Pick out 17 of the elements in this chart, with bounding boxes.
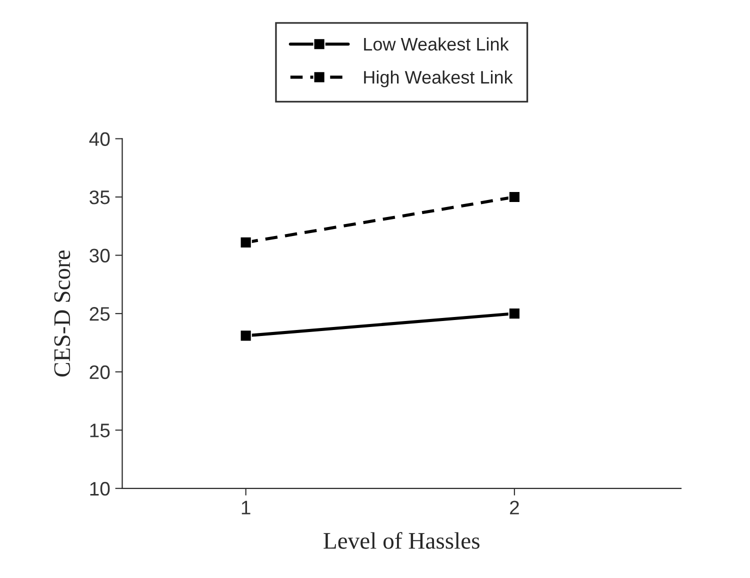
y-tick-label: 15	[90, 424, 110, 438]
point	[508, 307, 521, 320]
legend-label: Low Weakest Link	[364, 37, 509, 51]
x-axis-title: Level of Hassles	[324, 532, 480, 549]
y-tick-label: 40	[89, 132, 110, 146]
point	[240, 330, 252, 342]
y-tick-label: 35	[90, 190, 110, 204]
x-tick-label: 2	[510, 500, 519, 514]
y-axis-title: CES-D Score	[54, 250, 70, 377]
y-tick-label: 20	[90, 365, 110, 380]
y-tick-label: 10	[90, 482, 110, 496]
point	[240, 236, 252, 249]
point	[508, 190, 521, 204]
legend-label: High Weakest Link	[364, 70, 513, 88]
x-tick-label: 1	[242, 500, 250, 514]
y-tick-label: 30	[90, 248, 110, 263]
y-tick-label: 25	[90, 307, 110, 321]
